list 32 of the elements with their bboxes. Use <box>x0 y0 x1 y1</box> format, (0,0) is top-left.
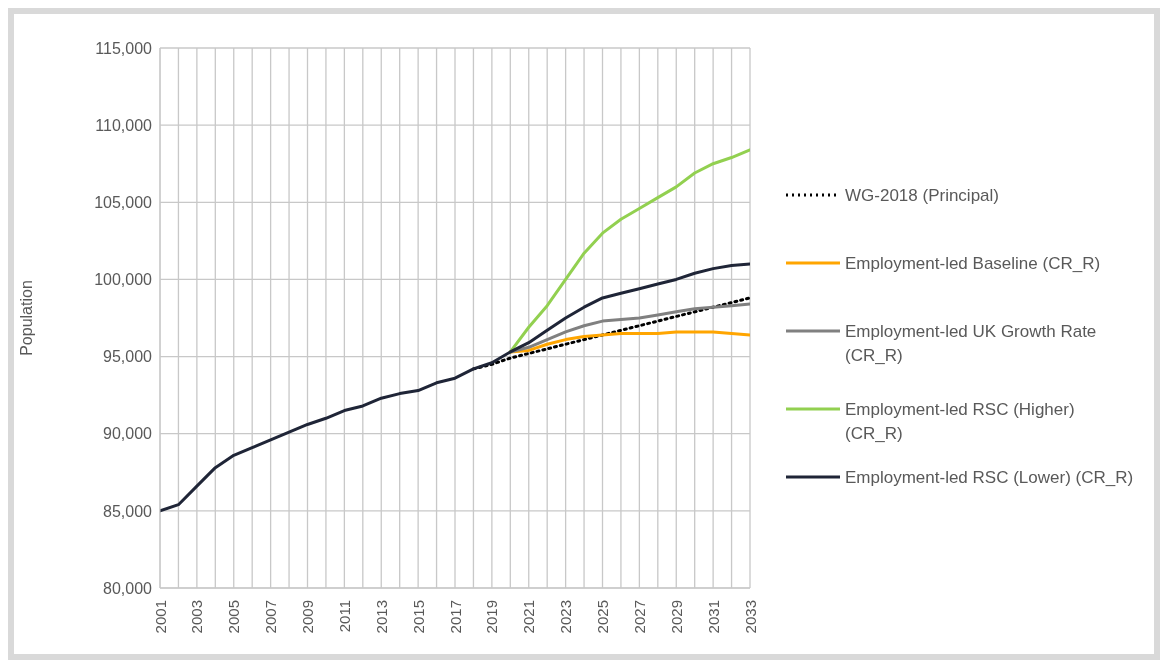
x-tick-label: 2029 <box>667 600 685 634</box>
x-tick-label: 2015 <box>409 600 427 634</box>
legend-label: Employment-led RSC (Higher) (CR_R) <box>845 399 1076 445</box>
x-tick-label: 2021 <box>520 600 538 634</box>
x-tick-label: 2011 <box>335 600 353 633</box>
y-axis-title: Population <box>17 280 35 356</box>
x-tick-label: 2003 <box>188 600 206 634</box>
y-tick-label: 105,000 <box>94 193 153 211</box>
y-tick-label: 110,000 <box>95 116 153 134</box>
x-tick-label: 2031 <box>704 600 722 634</box>
y-tick-label: 115,000 <box>95 39 153 57</box>
x-tick-label: 2005 <box>225 600 243 634</box>
x-tick-label: 2023 <box>557 600 575 634</box>
x-tick-label: 2025 <box>594 600 611 634</box>
legend-label: Employment-led Baseline (CR_R) <box>845 253 1102 275</box>
y-tick-label: 90,000 <box>103 425 153 443</box>
x-tick-label: 2017 <box>446 600 464 634</box>
y-tick-label: 85,000 <box>103 502 153 520</box>
legend-label: Employment-led RSC (Lower) (CR_R) <box>845 467 1134 489</box>
x-tick-label: 2009 <box>299 600 316 634</box>
legend-label: WG-2018 (Principal) <box>845 185 1000 207</box>
x-tick-label: 2019 <box>483 600 501 634</box>
x-tick-label: 2027 <box>630 600 648 634</box>
legend-label: Employment-led UK Growth Rate (CR_R) <box>845 321 1098 367</box>
x-tick-label: 2033 <box>741 600 759 634</box>
x-tick-label: 2001 <box>151 600 169 634</box>
y-tick-label: 95,000 <box>103 348 153 366</box>
y-tick-label: 100,000 <box>94 271 153 289</box>
x-tick-label: 2013 <box>372 600 390 634</box>
y-tick-label: 80,000 <box>103 579 153 597</box>
x-tick-label: 2007 <box>262 600 280 634</box>
line-series <box>160 262 750 513</box>
